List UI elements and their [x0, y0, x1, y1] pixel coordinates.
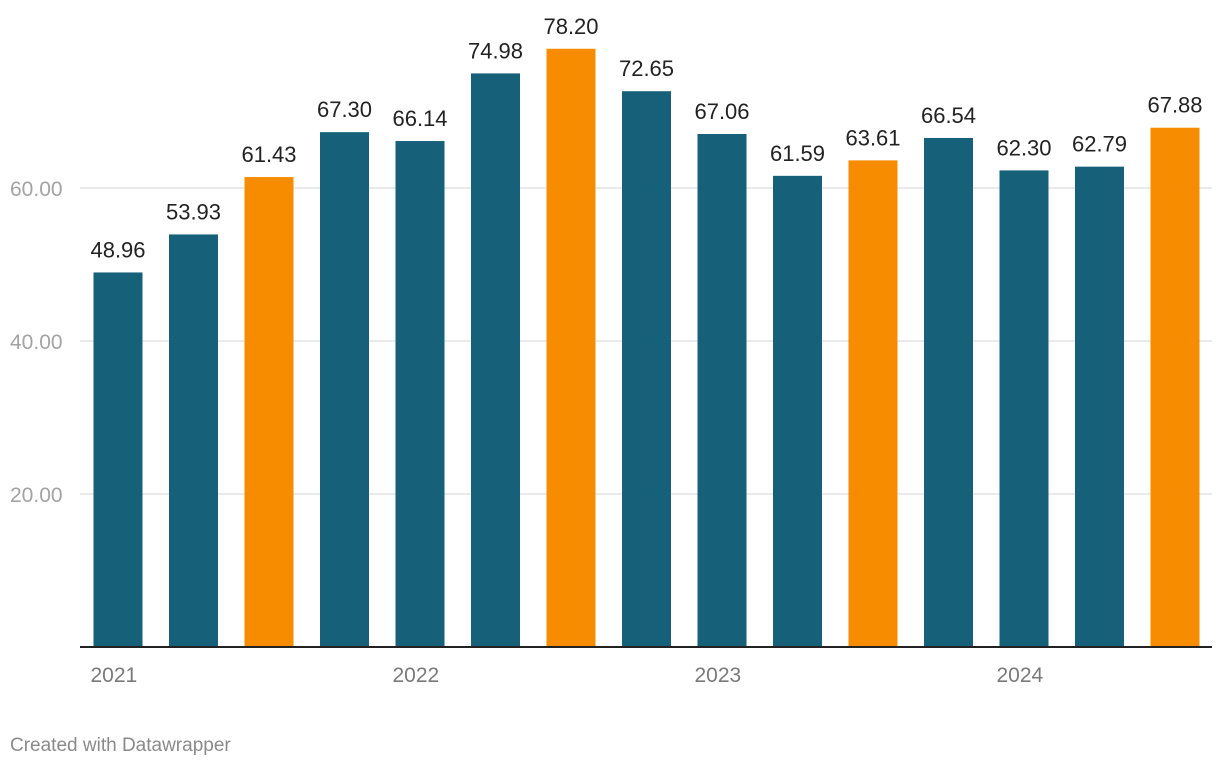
- y-tick-label: 40.00: [10, 331, 63, 354]
- credit-text: Created with Datawrapper: [10, 735, 231, 756]
- bar-value-label: 78.20: [543, 14, 598, 39]
- bar-value-label: 63.61: [845, 125, 900, 150]
- bar: [1150, 127, 1200, 647]
- bar: [773, 175, 822, 648]
- bar-value-label: 61.59: [770, 141, 825, 166]
- bar-value-label: 61.43: [241, 142, 296, 167]
- bar: [1075, 166, 1124, 647]
- x-tick-label: 2023: [695, 664, 742, 687]
- y-tick-label: 60.00: [10, 178, 63, 201]
- bar: [471, 73, 520, 647]
- bar-value-label: 62.30: [996, 135, 1051, 160]
- bar-value-label: 67.06: [694, 99, 749, 124]
- bar: [244, 177, 294, 648]
- bar-value-label: 72.65: [619, 56, 674, 81]
- bar: [848, 160, 898, 648]
- bar: [93, 272, 143, 647]
- bar-value-label: 74.98: [468, 38, 523, 63]
- y-tick-label: 20.00: [10, 484, 63, 507]
- x-axis-ticks: 2021 2022 2023 2024: [91, 664, 1044, 687]
- bar-value-label: 66.54: [921, 103, 976, 128]
- bar: [924, 137, 973, 647]
- bar: [999, 170, 1049, 647]
- bar-value-label: 62.79: [1072, 132, 1127, 157]
- bar-value-label: 67.88: [1147, 93, 1202, 118]
- bar-value-label: 48.96: [90, 237, 145, 262]
- bar: [546, 48, 596, 647]
- bar-value-label: 53.93: [166, 199, 221, 224]
- bar: [169, 234, 218, 648]
- bar-value-label: 67.30: [317, 97, 372, 122]
- bar: [395, 141, 445, 648]
- x-tick-label: 2021: [91, 664, 138, 687]
- x-tick-label: 2022: [393, 664, 440, 687]
- bars: [93, 48, 1200, 648]
- x-tick-label: 2024: [997, 664, 1044, 687]
- bar: [697, 133, 747, 648]
- y-axis-ticks: 20.00 40.00 60.00: [10, 178, 63, 507]
- bar: [320, 132, 369, 647]
- bar-chart: 20.00 40.00 60.00 48.96 53.93 61.43 67.30 66.1…: [10, 14, 1212, 687]
- value-labels: 48.96 53.93 61.43 67.30 66.14 74.98 78.20 72.65…: [90, 14, 1202, 263]
- bar: [622, 91, 671, 648]
- bar-value-label: 66.14: [392, 106, 447, 131]
